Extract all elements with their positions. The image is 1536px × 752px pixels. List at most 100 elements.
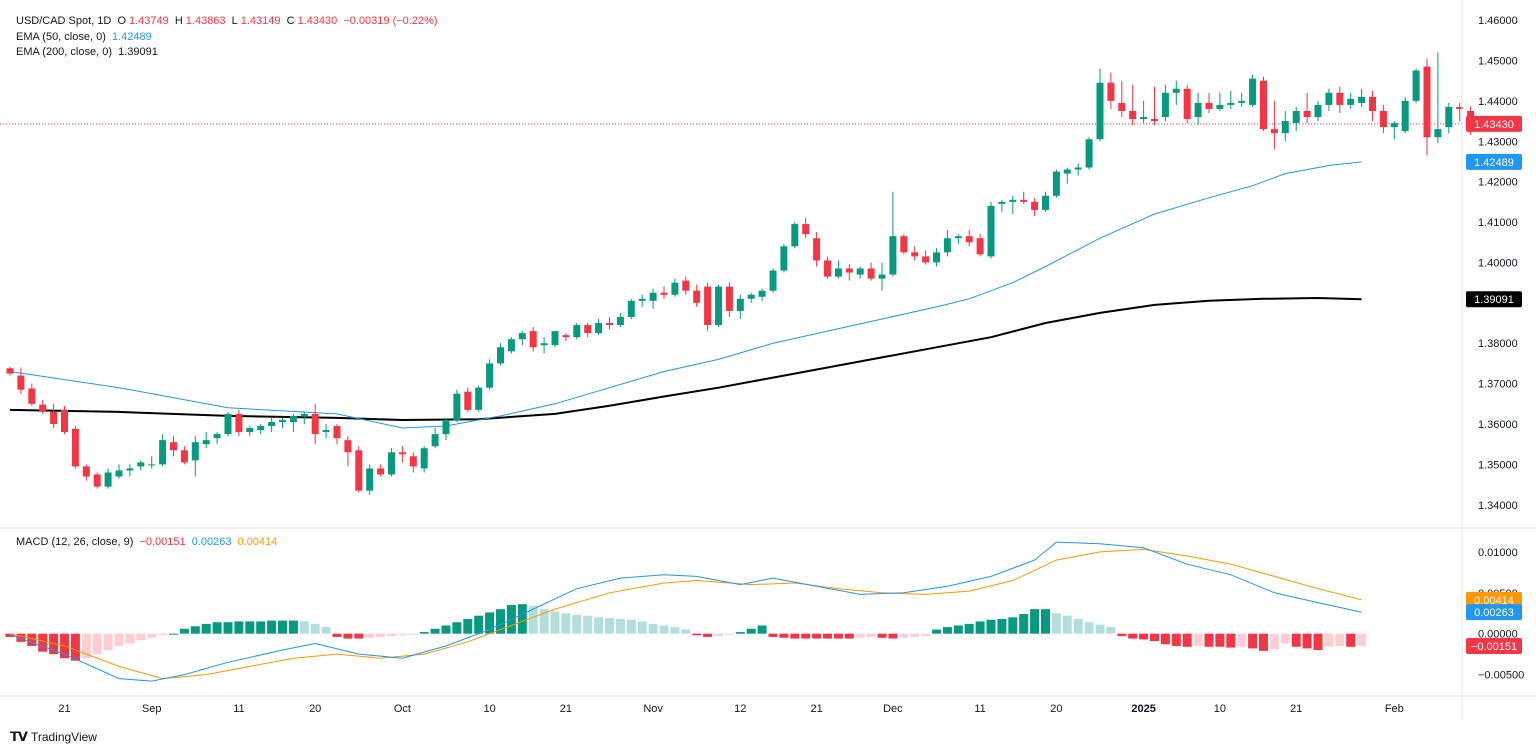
high-label: H	[174, 15, 183, 27]
time-tick-label: 21	[560, 703, 572, 715]
macd-histogram-bar	[692, 633, 702, 636]
macd-histogram-bar	[81, 633, 91, 659]
macd-histogram-bar	[768, 633, 778, 637]
price-legend: USD/CAD Spot, 1D O 1.43749 H 1.43863 L 1.43…	[16, 14, 441, 28]
candle-body	[1238, 100, 1246, 103]
candle-body	[1140, 117, 1148, 120]
candle-body	[388, 452, 395, 475]
macd-pane[interactable]	[5, 541, 1367, 682]
macd-signal-value: 0.00414	[237, 536, 278, 548]
macd-hist-tag-bg	[1466, 638, 1522, 655]
macd-histogram-bar	[964, 623, 974, 634]
candle-body	[409, 456, 417, 467]
macd-histogram-bar	[1051, 613, 1061, 634]
ema50-tag-bg	[1466, 153, 1522, 170]
candle-body	[791, 224, 799, 247]
macd-histogram-bar	[1073, 618, 1083, 634]
candle-body	[747, 294, 755, 299]
macd-histogram-bar	[245, 621, 255, 634]
candle-body	[813, 238, 821, 261]
macd-histogram-bar	[724, 633, 734, 635]
time-tick-label: Oct	[394, 703, 411, 715]
price-tick-label: 1.35000	[1478, 459, 1518, 471]
macd-histogram-bar	[942, 627, 952, 634]
candle-body	[50, 411, 58, 425]
candle-body	[627, 300, 635, 317]
candle-body	[279, 419, 286, 422]
time-tick-label: Dec	[883, 703, 903, 715]
macd-histogram-bar	[267, 620, 277, 634]
macd-histogram-bar	[496, 609, 505, 634]
candle-body	[17, 375, 25, 390]
macd-histogram-bar	[1019, 614, 1029, 634]
time-tick-label: 2025	[1131, 703, 1155, 715]
candle-body	[736, 298, 744, 311]
candle-body	[824, 260, 831, 277]
macd-histogram-bar	[1030, 609, 1040, 634]
macd-histogram-bar	[1139, 633, 1149, 640]
macd-histogram-bar	[1084, 622, 1094, 634]
candle-body	[573, 325, 581, 338]
tradingview-logo-icon: 𝗧𝗩	[10, 729, 28, 744]
candle-body	[540, 343, 548, 346]
candle-body	[1227, 102, 1235, 105]
macd-histogram-bar	[354, 633, 364, 639]
candle-body	[28, 388, 36, 404]
macd-histogram-bar	[888, 633, 898, 639]
macd-tick-label: 0.00000	[1478, 629, 1518, 641]
macd-histogram-bar	[539, 609, 549, 634]
macd-histogram-bar	[1095, 624, 1105, 634]
candle-body	[377, 468, 385, 475]
candle-body	[464, 391, 472, 410]
candle-body	[126, 468, 134, 471]
macd-histogram-bar	[1248, 633, 1258, 649]
macd-line	[9, 541, 1362, 682]
candle-body	[529, 331, 537, 348]
macd-histogram-bar	[528, 605, 538, 634]
time-tick-label: 21	[1290, 703, 1302, 715]
candle-body	[595, 323, 603, 334]
candle-body	[355, 450, 363, 491]
tradingview-logo[interactable]: 𝗧𝗩 TradingView	[10, 729, 97, 745]
macd-histogram-bar	[234, 621, 244, 634]
macd-histogram-bar	[201, 623, 211, 634]
macd-histogram-bar	[659, 625, 669, 634]
candle-body	[333, 426, 341, 439]
candle-body	[976, 238, 984, 255]
open-label: O	[117, 15, 126, 27]
macd-histogram-bar	[1182, 633, 1192, 647]
price-tick-label: 1.40000	[1478, 257, 1518, 269]
candle-body	[1151, 119, 1158, 122]
macd-histogram-bar	[256, 621, 266, 634]
candle-body	[1434, 129, 1442, 138]
price-tick-label: 1.44000	[1478, 96, 1518, 108]
candle-body	[268, 421, 276, 427]
macd-histogram-bar	[1226, 633, 1236, 648]
candle-body	[769, 270, 777, 291]
candle-body	[1369, 96, 1376, 111]
price-tick-label: 1.45000	[1478, 55, 1518, 67]
candle-body	[660, 292, 668, 295]
candle-body	[693, 290, 701, 303]
candle-body	[300, 413, 308, 416]
macd-histogram-bar	[648, 623, 658, 634]
candle-body	[1183, 88, 1191, 120]
time-tick-label: 21	[810, 703, 822, 715]
candle-body	[431, 434, 439, 447]
candle-body	[289, 415, 297, 422]
candle-body	[1249, 78, 1257, 105]
macd-tick-label: 0.01000	[1478, 547, 1518, 559]
candle-body	[475, 387, 483, 410]
macd-histogram-bar	[190, 626, 200, 634]
macd-histogram-bar	[703, 633, 713, 637]
price-pane[interactable]	[0, 52, 1475, 495]
macd-line-tag-bg	[1466, 604, 1522, 621]
macd-histogram-bar	[735, 632, 745, 634]
macd-histogram-bar	[1291, 633, 1301, 647]
last-price-tag: 1.43430	[1474, 119, 1514, 131]
candle-body	[39, 404, 47, 412]
macd-histogram-bar	[365, 633, 375, 638]
candle-body	[682, 280, 690, 291]
macd-histogram-bar	[910, 633, 920, 637]
macd-histogram-bar	[1171, 633, 1181, 646]
